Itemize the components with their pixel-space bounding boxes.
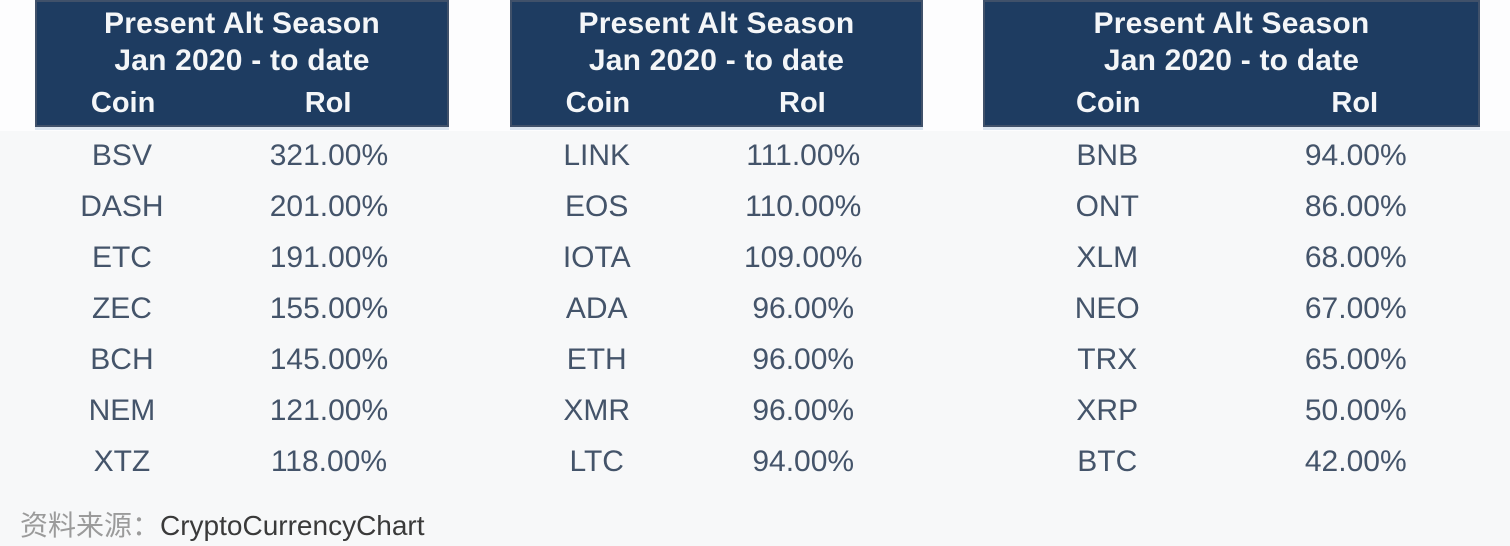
table-row: XTZ 118.00%: [35, 436, 449, 487]
table-header: Present Alt Season Jan 2020 - to date Co…: [983, 0, 1480, 127]
table-title-line1: Present Alt Season: [1093, 7, 1370, 40]
coin-cell: ADA: [565, 291, 628, 325]
alt-season-table-3: Present Alt Season Jan 2020 - to date Co…: [983, 0, 1480, 487]
roi-cell: 50.00%: [1304, 393, 1407, 427]
table-title-line1: Present Alt Season: [578, 7, 855, 40]
table-row: BNB 94.00%: [983, 130, 1480, 181]
alt-season-table-2: Present Alt Season Jan 2020 - to date Co…: [510, 0, 923, 487]
coin-cell: NEM: [88, 393, 156, 427]
roi-cell: 155.00%: [269, 291, 389, 325]
coin-cell: XLM: [1076, 240, 1139, 274]
roi-cell: 321.00%: [269, 138, 389, 172]
coin-cell: EOS: [565, 189, 629, 223]
coin-cell: BCH: [90, 342, 154, 376]
roi-cell: 110.00%: [745, 189, 862, 223]
table-row: BTC 42.00%: [983, 436, 1480, 487]
roi-cell: 109.00%: [744, 240, 863, 274]
table-row: ETC 191.00%: [35, 232, 449, 283]
column-header-row: Coin RoI: [985, 87, 1478, 119]
table-title: Present Alt Season Jan 2020 - to date: [985, 5, 1478, 79]
table-row: LTC 94.00%: [510, 436, 923, 487]
source-prefix-label: 资料来源：: [20, 510, 161, 541]
alt-season-table-1: Present Alt Season Jan 2020 - to date Co…: [35, 0, 449, 487]
roi-column-header: RoI: [304, 87, 352, 119]
table-row: BCH 145.00%: [35, 334, 449, 385]
roi-cell: 68.00%: [1304, 240, 1407, 274]
table-row: XMR 96.00%: [510, 385, 923, 436]
table-title: Present Alt Season Jan 2020 - to date: [512, 5, 921, 79]
coin-cell: DASH: [80, 189, 164, 223]
roi-column-header: RoI: [779, 87, 826, 119]
table-body: BNB 94.00% ONT 86.00% XLM 68.00% NEO 67.00% TRX 6…: [983, 127, 1480, 487]
table-header: Present Alt Season Jan 2020 - to date Co…: [35, 0, 449, 127]
roi-cell: 118.00%: [270, 444, 388, 478]
table-row: ADA 96.00%: [510, 283, 923, 334]
table-row: EOS 110.00%: [510, 181, 923, 232]
coin-cell: XTZ: [93, 444, 151, 478]
table-row: DASH 201.00%: [35, 181, 449, 232]
roi-column-header: RoI: [1331, 87, 1379, 119]
table-title-line2: Jan 2020 - to date: [1103, 44, 1360, 77]
table-body: BSV 321.00% DASH 201.00% ETC 191.00% ZEC 155.00…: [35, 127, 449, 487]
table-title-line2: Jan 2020 - to date: [114, 44, 370, 77]
coin-cell: TRX: [1077, 342, 1138, 376]
roi-cell: 191.00%: [269, 240, 389, 274]
coin-cell: ETC: [91, 240, 152, 274]
table-row: NEM 121.00%: [35, 385, 449, 436]
coin-cell: XMR: [563, 393, 631, 427]
roi-cell: 96.00%: [752, 393, 855, 427]
table-row: XLM 68.00%: [983, 232, 1480, 283]
roi-cell: 201.00%: [269, 189, 389, 223]
table-row: XRP 50.00%: [983, 385, 1480, 436]
coin-column-header: Coin: [565, 87, 631, 119]
roi-cell: 42.00%: [1304, 444, 1407, 478]
table-row: ONT 86.00%: [983, 181, 1480, 232]
coin-cell: XRP: [1076, 393, 1139, 427]
roi-cell: 65.00%: [1304, 342, 1407, 376]
roi-cell: 86.00%: [1304, 189, 1407, 223]
coin-cell: BSV: [91, 138, 152, 172]
table-row: TRX 65.00%: [983, 334, 1480, 385]
table-title-line2: Jan 2020 - to date: [588, 44, 845, 77]
coin-cell: IOTA: [562, 240, 631, 274]
source-name: CryptoCurrencyChart: [160, 510, 425, 541]
coin-cell: NEO: [1074, 291, 1140, 325]
roi-cell: 121.00%: [269, 393, 389, 427]
column-header-row: Coin RoI: [37, 87, 447, 119]
table-row: ETH 96.00%: [510, 334, 923, 385]
column-header-row: Coin RoI: [512, 87, 921, 119]
table-title: Present Alt Season Jan 2020 - to date: [37, 5, 447, 79]
table-header: Present Alt Season Jan 2020 - to date Co…: [510, 0, 923, 127]
roi-cell: 67.00%: [1304, 291, 1407, 325]
table-row: LINK 111.00%: [510, 130, 923, 181]
table-row: NEO 67.00%: [983, 283, 1480, 334]
roi-cell: 145.00%: [269, 342, 389, 376]
roi-cell: 94.00%: [1304, 138, 1407, 172]
coin-cell: LINK: [563, 138, 631, 172]
roi-cell: 94.00%: [752, 444, 855, 478]
coin-cell: ETH: [566, 342, 627, 376]
table-title-line1: Present Alt Season: [104, 7, 380, 40]
coin-column-header: Coin: [1076, 87, 1141, 119]
roi-cell: 96.00%: [752, 291, 855, 325]
coin-cell: ONT: [1075, 189, 1139, 223]
table-row: ZEC 155.00%: [35, 283, 449, 334]
roi-cell: 96.00%: [752, 342, 855, 376]
roi-cell: 111.00%: [746, 138, 861, 172]
table-body: LINK 111.00% EOS 110.00% IOTA 109.00% ADA 96.00…: [510, 127, 923, 487]
coin-cell: LTC: [569, 444, 624, 478]
coin-cell: BNB: [1076, 138, 1139, 172]
coin-cell: BTC: [1077, 444, 1138, 478]
table-row: IOTA 109.00%: [510, 232, 923, 283]
coin-cell: ZEC: [91, 291, 152, 325]
coin-column-header: Coin: [90, 87, 156, 119]
source-line: 资料来源：CryptoCurrencyChart: [20, 506, 425, 546]
table-row: BSV 321.00%: [35, 130, 449, 181]
